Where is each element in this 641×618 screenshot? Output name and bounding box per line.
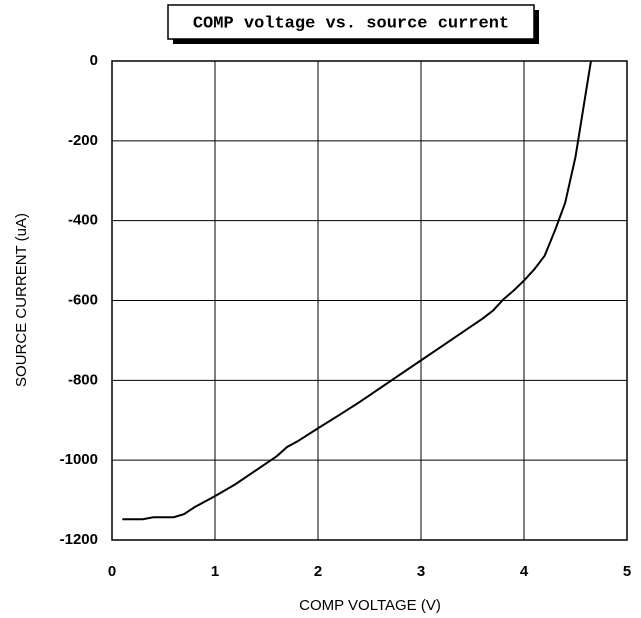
- y-tick-label: -800: [68, 371, 98, 388]
- chart-title: COMP voltage vs. source current: [193, 14, 509, 33]
- x-tick-label: 2: [314, 563, 322, 580]
- y-axis-label: SOURCE CURRENT (uA): [13, 213, 30, 387]
- x-axis-label: COMP VOLTAGE (V): [299, 597, 441, 614]
- x-tick-label: 4: [520, 563, 529, 580]
- x-tick-label: 0: [108, 563, 116, 580]
- y-tick-label: -1000: [60, 451, 98, 468]
- y-tick-label: -200: [68, 132, 98, 149]
- y-tick-label: -600: [68, 291, 98, 308]
- x-tick-label: 5: [623, 563, 631, 580]
- data-line: [122, 60, 592, 521]
- y-tick-label: -400: [68, 212, 98, 229]
- title-box: [167, 4, 535, 40]
- y-tick-label: -1200: [60, 531, 98, 548]
- x-tick-label: 1: [211, 563, 219, 580]
- y-tick-label: 0: [90, 52, 98, 69]
- x-tick-label: 3: [417, 563, 425, 580]
